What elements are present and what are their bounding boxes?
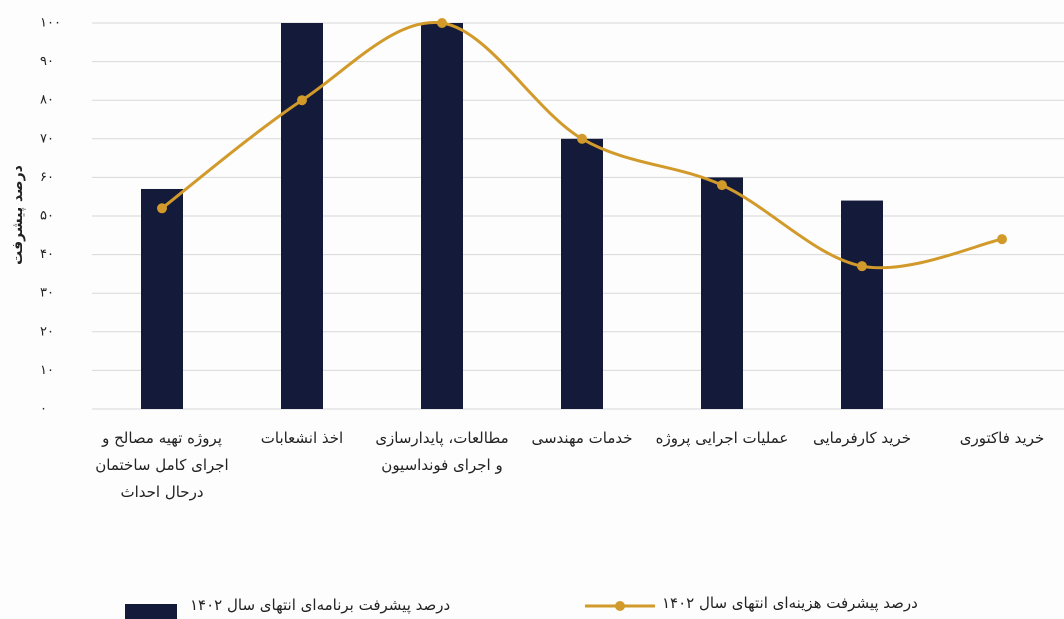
line-point	[437, 18, 447, 28]
y-tick-label: ۴۰	[40, 247, 54, 262]
y-tick-label: ۳۰	[40, 286, 54, 301]
y-tick-label: ۱۰	[40, 363, 54, 378]
y-tick-label: ۲۰	[40, 324, 54, 339]
y-tick-label: ۷۰	[40, 131, 54, 146]
legend-label: درصد پیشرفت برنامه‌ای انتهای سال ۱۴۰۲	[190, 596, 451, 614]
y-tick-label: ۰	[40, 402, 47, 417]
x-tick-label: عملیات اجرایی پروژه	[655, 429, 789, 447]
bar	[141, 188, 183, 409]
x-tick-label: خرید فاکتوری	[959, 429, 1045, 447]
bar	[421, 23, 463, 409]
line-point	[157, 203, 167, 214]
legend-label: درصد پیشرفت هزینه‌ای انتهای سال ۱۴۰۲	[662, 594, 918, 612]
line-point	[997, 234, 1007, 245]
line-point	[577, 133, 587, 144]
y-tick-label: ۶۰	[40, 170, 54, 185]
bar	[281, 23, 323, 409]
y-tick-label: ۸۰	[40, 93, 54, 108]
line-point	[857, 261, 867, 272]
bar	[841, 200, 883, 409]
x-tick-label: اخذ انشعابات	[260, 429, 344, 447]
line-point	[297, 95, 307, 106]
x-tick-label: پروژه تهیه مصالح و اجرای کامل ساختمان در…	[95, 429, 229, 501]
y-tick-label: ۵۰	[40, 209, 54, 224]
line-point	[717, 180, 727, 191]
y-axis-label: درصد پیشرفت	[10, 165, 26, 265]
y-tick-label: ۹۰	[40, 54, 54, 69]
legend-swatch	[615, 601, 625, 611]
legend-swatch	[125, 604, 177, 619]
bar	[561, 138, 603, 410]
bar	[701, 177, 743, 409]
x-tick-label: مطالعات، پایدارسازی و اجرای فونداسیون	[375, 429, 509, 474]
y-tick-label: ۱۰۰	[40, 16, 61, 31]
x-tick-label: خدمات مهندسی	[531, 429, 633, 447]
x-tick-label: خرید کارفرمایی	[812, 429, 912, 447]
